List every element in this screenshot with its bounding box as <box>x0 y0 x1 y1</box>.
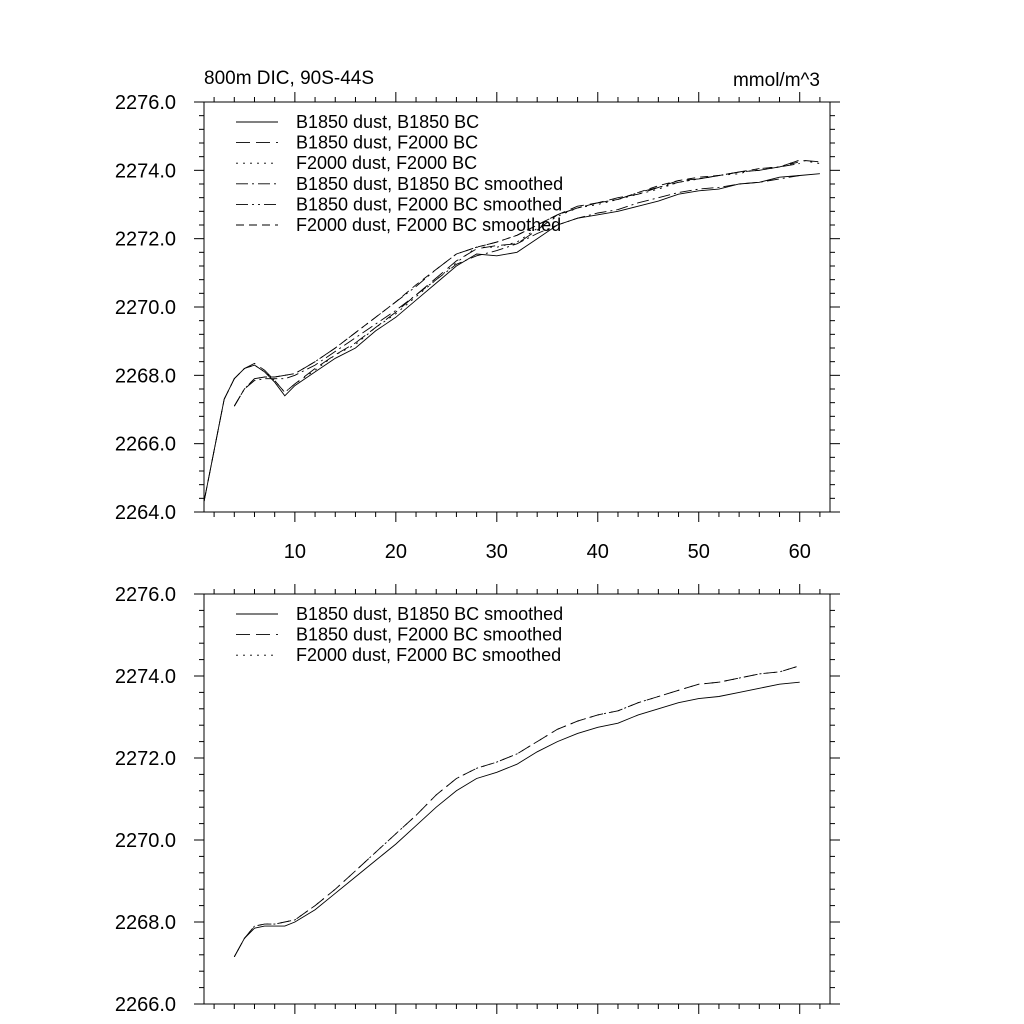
x-tick-label: 40 <box>587 541 609 563</box>
y-tick-label: 2266.0 <box>115 994 176 1016</box>
y-tick-label: 2276.0 <box>115 92 176 114</box>
series-line-2 <box>233 665 800 958</box>
y-tick-label: 2270.0 <box>115 297 176 319</box>
y-tick-label: 2276.0 <box>115 584 176 606</box>
y-tick-label: 2268.0 <box>115 365 176 387</box>
y-tick-label: 2270.0 <box>115 830 176 852</box>
x-tick-label: 20 <box>385 541 407 563</box>
legend-label: B1850 dust, B1850 BC <box>296 112 479 132</box>
legend-label: F2000 dust, F2000 BC smoothed <box>296 645 561 665</box>
legend-label: B1850 dust, F2000 BC smoothed <box>296 194 562 214</box>
y-tick-label: 2266.0 <box>115 434 176 456</box>
x-tick-label: 30 <box>486 541 508 563</box>
legend-label: B1850 dust, F2000 BC smoothed <box>296 625 562 645</box>
y-tick-label: 2274.0 <box>115 160 176 182</box>
panel-bottom: 2266.0 2268.0 2270.0 2272.0 2274.0 2276.0 B185… <box>115 584 840 1016</box>
series-line-3 <box>233 665 800 958</box>
units-label: mmol/m^3 <box>733 70 820 91</box>
legend-label: B1850 dust, B1850 BC smoothed <box>296 174 563 194</box>
series-line-1 <box>233 681 800 958</box>
y-tick-label: 2272.0 <box>115 229 176 251</box>
legend-label: F2000 dust, F2000 BC <box>296 153 477 173</box>
legend-label: B1850 dust, F2000 BC <box>296 133 478 153</box>
y-tick-label: 2272.0 <box>115 748 176 770</box>
chart-title: 800m DIC, 90S-44S <box>204 68 374 89</box>
x-tick-label: 60 <box>789 541 811 563</box>
series-line-4 <box>233 175 800 407</box>
legend-label: B1850 dust, B1850 BC smoothed <box>296 604 563 624</box>
panel-top: 800m DIC, 90S-44S mmol/m^3 2264.0 2266.0 2… <box>115 68 840 563</box>
y-tick-label: 2274.0 <box>115 666 176 688</box>
x-tick-label: 50 <box>688 541 710 563</box>
y-tick-label: 2268.0 <box>115 912 176 934</box>
x-tick-label: 10 <box>284 541 306 563</box>
legend-label: F2000 dust, F2000 BC smoothed <box>296 215 561 235</box>
series-line-6 <box>233 161 800 407</box>
y-tick-label: 2264.0 <box>115 502 176 524</box>
